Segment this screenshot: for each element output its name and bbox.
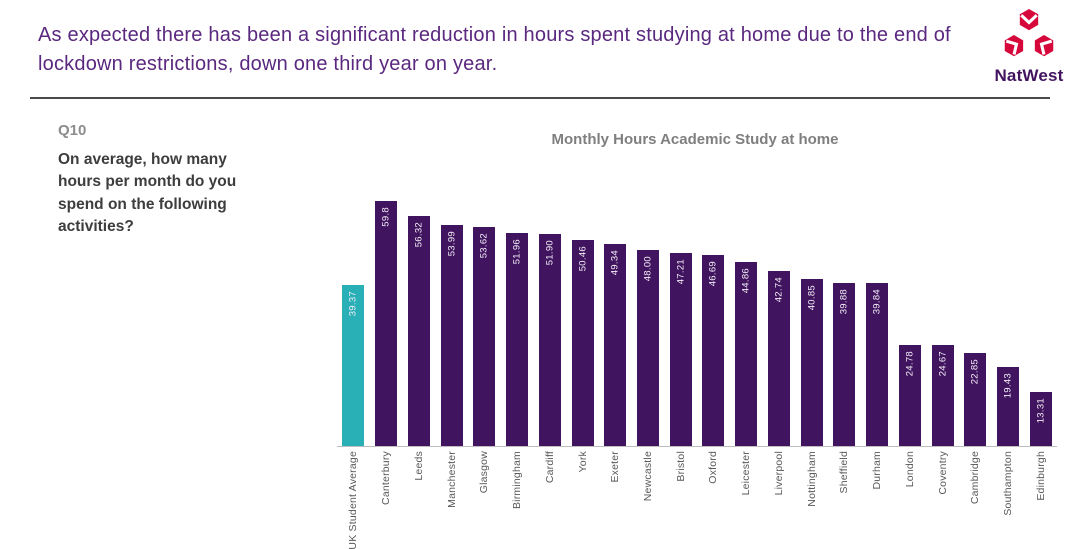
bar-cambridge[interactable]: 22.85	[964, 352, 987, 446]
bar-value-label: 39.37	[347, 290, 359, 317]
bar-bristol[interactable]: 47.21	[669, 252, 692, 446]
bar-exeter[interactable]: 49.34	[604, 244, 627, 446]
bar-sheffield[interactable]: 39.88	[833, 282, 856, 446]
bar-category-label: Edinburgh	[1034, 451, 1047, 501]
bar-group-leicester: 44.86 Leicester	[730, 180, 763, 495]
bar-value-label: 24.78	[904, 350, 916, 376]
bar-value-label: 40.85	[806, 284, 818, 311]
bar-value-label: 39.88	[838, 288, 850, 315]
bar-group-cambridge: 22.85 Cambridge	[959, 180, 992, 504]
bar-value-label: 49.34	[609, 250, 621, 276]
bar-group-southampton: 19.43 Southampton	[992, 180, 1025, 516]
bar-group-newcastle: 48.00 Newcastle	[632, 180, 665, 501]
plot-area: 39.37 UK Student Average 59.8 Canterbury 56.…	[337, 180, 1057, 549]
header-divider	[30, 97, 1050, 99]
bar-category-label: Liverpool	[772, 451, 785, 496]
bar-category-label: Bristol	[674, 451, 687, 482]
bar-category-label: Southampton	[1002, 451, 1015, 516]
bar-group-durham: 39.84 Durham	[861, 180, 894, 490]
bar-category-label: Newcastle	[641, 451, 654, 502]
bar-group-cardiff: 51.90 Cardiff	[533, 180, 566, 483]
bar-durham[interactable]: 39.84	[866, 282, 889, 446]
bar-group-birmingham: 51.96 Birmingham	[501, 180, 534, 509]
bar-value-label: 59.8	[380, 207, 392, 227]
bar-group-manchester: 53.99 Manchester	[435, 180, 468, 508]
bar-category-label: London	[903, 451, 916, 488]
bar-group-oxford: 46.69 Oxford	[697, 180, 730, 484]
bar-oxford[interactable]: 46.69	[702, 254, 725, 446]
bar-value-label: 48.00	[642, 255, 654, 281]
bar-nottingham[interactable]: 40.85	[800, 278, 823, 446]
bar-group-liverpool: 42.74 Liverpool	[763, 180, 796, 495]
bar-manchester[interactable]: 53.99	[440, 225, 463, 446]
bar-southampton[interactable]: 19.43	[997, 366, 1020, 446]
bar-category-label: UK Student Average	[347, 451, 360, 549]
bar-leicester[interactable]: 44.86	[735, 262, 758, 446]
natwest-wordmark: NatWest	[994, 66, 1064, 85]
bar-group-glasgow: 53.62 Glasgow	[468, 180, 501, 493]
bar-value-label: 56.32	[413, 221, 425, 247]
bar-category-label: York	[576, 451, 589, 473]
bar-category-label: Cardiff	[543, 451, 556, 484]
bar-group-exeter: 49.34 Exeter	[599, 180, 632, 483]
bar-category-label: Birmingham	[511, 451, 524, 510]
bar-uk-student-average[interactable]: 39.37	[342, 284, 365, 446]
bar-value-label: 46.69	[707, 260, 719, 287]
bar-cardiff[interactable]: 51.90	[538, 233, 561, 446]
bar-group-york: 50.46 York	[566, 180, 599, 472]
question-panel: Q10 On average, how many hours per month…	[58, 122, 273, 239]
bar-group-sheffield: 39.88 Sheffield	[828, 180, 861, 493]
question-number: Q10	[58, 122, 87, 139]
bar-liverpool[interactable]: 42.74	[767, 271, 790, 446]
bar-value-label: 51.90	[544, 239, 556, 265]
bar-group-coventry: 24.67 Coventry	[926, 180, 959, 495]
bar-value-label: 13.31	[1035, 397, 1047, 423]
bar-category-label: Canterbury	[380, 451, 393, 505]
bar-birmingham[interactable]: 51.96	[506, 233, 529, 446]
bar-group-bristol: 47.21 Bristol	[664, 180, 697, 482]
bar-value-label: 39.84	[871, 288, 883, 315]
bar-value-label: 53.62	[478, 232, 490, 258]
bar-group-leeds: 56.32 Leeds	[402, 180, 435, 481]
bar-glasgow[interactable]: 53.62	[473, 226, 496, 446]
bar-york[interactable]: 50.46	[571, 239, 594, 446]
bar-newcastle[interactable]: 48.00	[636, 249, 659, 446]
bar-group-uk-student-average: 39.37 UK Student Average	[337, 180, 370, 549]
bar-category-label: Exeter	[609, 451, 622, 483]
bar-category-label: Glasgow	[478, 451, 491, 494]
bar-value-label: 51.96	[511, 239, 523, 265]
bar-coventry[interactable]: 24.67	[931, 345, 954, 446]
bar-value-label: 53.99	[446, 231, 458, 257]
bar-value-label: 24.67	[937, 351, 949, 377]
bar-group-edinburgh: 13.31 Edinburgh	[1024, 180, 1057, 501]
bar-category-label: Leicester	[740, 451, 753, 496]
question-text: On average, how many hours per month do …	[58, 151, 237, 236]
chart-title: Monthly Hours Academic Study at home	[551, 131, 839, 148]
bar-canterbury[interactable]: 59.8	[375, 201, 398, 446]
bar-group-canterbury: 59.8 Canterbury	[370, 180, 403, 505]
bar-group-nottingham: 40.85 Nottingham	[795, 180, 828, 507]
bar-category-label: Leeds	[412, 451, 425, 481]
bar-value-label: 42.74	[773, 277, 785, 303]
bar-category-label: Sheffield	[838, 451, 851, 494]
bar-leeds[interactable]: 56.32	[407, 215, 430, 446]
bar-group-london: 24.78 London	[893, 180, 926, 487]
headline-text: As expected there has been a significant…	[38, 24, 951, 75]
bar-value-label: 44.86	[740, 268, 752, 294]
bar-category-label: Durham	[871, 451, 884, 490]
bar-category-label: Coventry	[936, 451, 949, 495]
bar-category-label: Oxford	[707, 451, 720, 484]
bar-value-label: 50.46	[577, 245, 588, 271]
bar-category-label: Nottingham	[805, 451, 818, 507]
bar-category-label: Manchester	[445, 451, 458, 508]
bar-category-label: Cambridge	[969, 451, 982, 505]
bar-value-label: 19.43	[1002, 372, 1014, 398]
bar-edinburgh[interactable]: 13.31	[1029, 391, 1052, 446]
bar-value-label: 47.21	[675, 258, 687, 285]
bar-value-label: 22.85	[969, 358, 981, 384]
natwest-logo: NatWest	[990, 8, 1068, 86]
natwest-cubes-icon	[1000, 8, 1058, 61]
bar-london[interactable]: 24.78	[898, 344, 921, 446]
